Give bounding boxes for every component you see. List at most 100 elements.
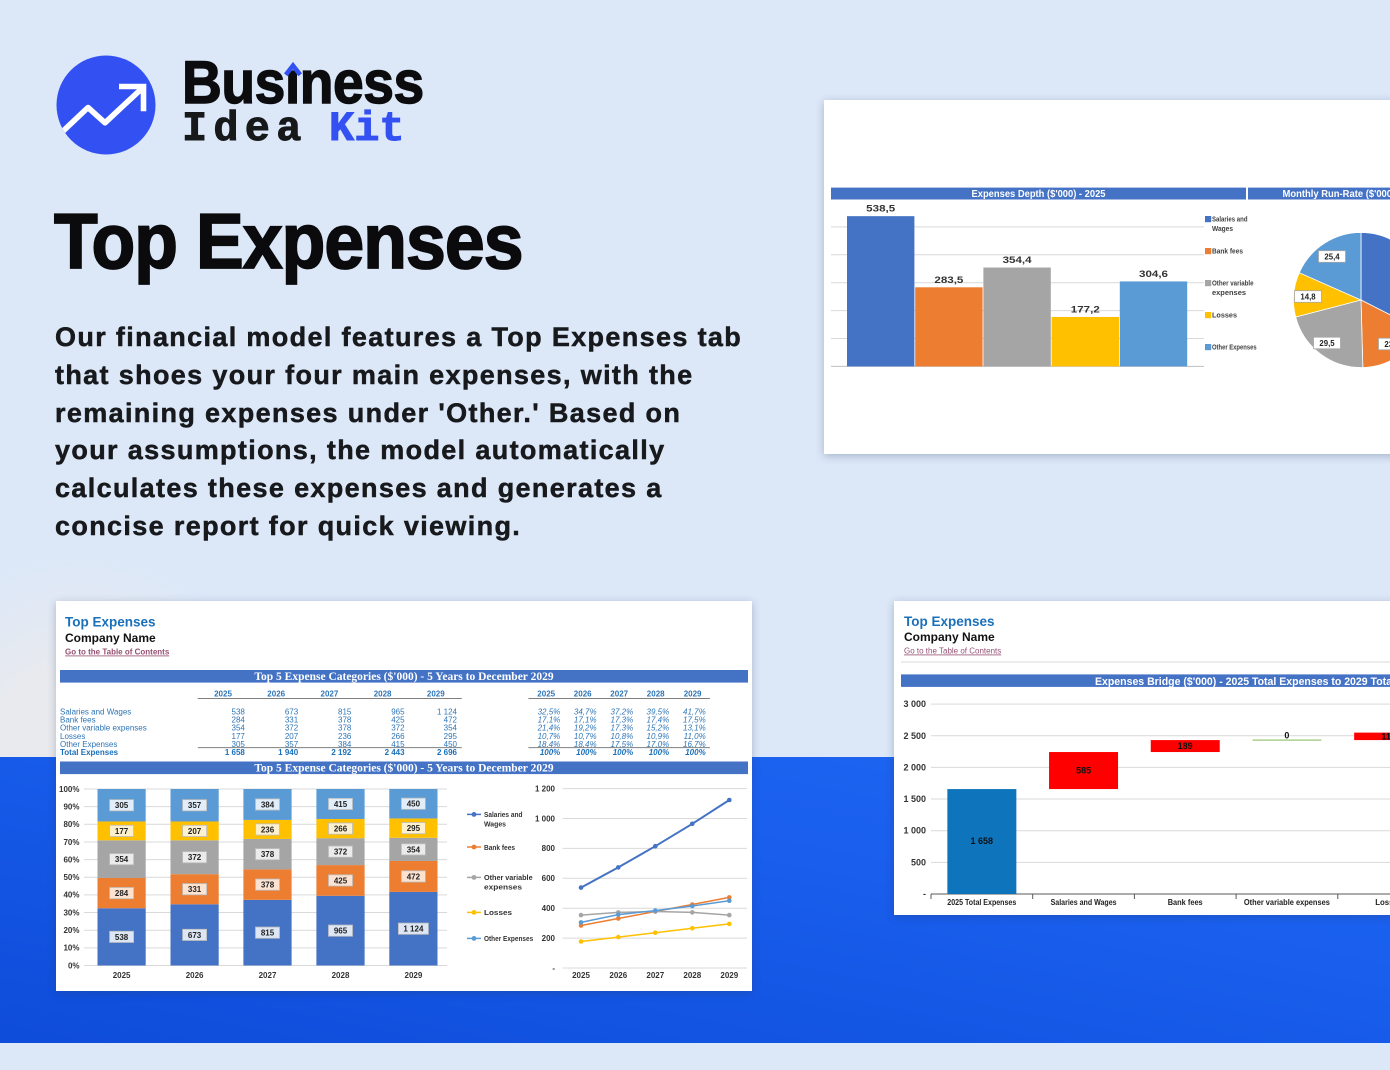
svg-text:60%: 60% [63, 855, 79, 864]
svg-text:Wages: Wages [1212, 224, 1233, 233]
svg-text:Expenses Bridge ($'000) - 2025: Expenses Bridge ($'000) - 2025 Total Exp… [1095, 676, 1390, 688]
svg-text:2025: 2025 [214, 689, 232, 698]
svg-text:Salaries and: Salaries and [1212, 215, 1248, 224]
svg-text:305: 305 [115, 801, 129, 810]
svg-text:Losses: Losses [484, 908, 512, 917]
svg-text:2 192: 2 192 [331, 748, 352, 757]
svg-text:Other variable: Other variable [1212, 279, 1254, 288]
svg-text:177: 177 [115, 827, 129, 836]
svg-text:2 000: 2 000 [903, 762, 926, 772]
svg-text:2026: 2026 [267, 689, 285, 698]
svg-text:354: 354 [115, 855, 129, 864]
svg-text:70%: 70% [63, 838, 79, 847]
svg-text:Losses: Losses [1375, 897, 1390, 907]
svg-text:Top 5 Expense Categories ($'00: Top 5 Expense Categories ($'000) - 5 Yea… [254, 762, 553, 775]
svg-text:357: 357 [188, 801, 202, 810]
svg-text:2028: 2028 [374, 689, 392, 698]
svg-text:2027: 2027 [259, 971, 277, 980]
svg-text:100%: 100% [685, 748, 705, 757]
svg-text:2029: 2029 [405, 971, 423, 980]
svg-text:Bank fees: Bank fees [484, 843, 515, 852]
svg-text:965: 965 [334, 927, 348, 936]
svg-text:Total Expenses: Total Expenses [60, 748, 119, 757]
svg-text:372: 372 [334, 848, 348, 857]
svg-text:354,4: 354,4 [1003, 255, 1033, 266]
svg-text:Company Name: Company Name [904, 630, 995, 644]
svg-text:378: 378 [261, 850, 275, 859]
svg-text:800: 800 [542, 844, 556, 853]
svg-text:2025: 2025 [113, 971, 131, 980]
svg-text:450: 450 [407, 800, 421, 809]
svg-text:Company Name: Company Name [65, 631, 156, 645]
svg-text:-: - [923, 889, 926, 899]
svg-text:expenses: expenses [1212, 288, 1246, 297]
svg-text:Expenses Depth ($'000) - 2025: Expenses Depth ($'000) - 2025 [972, 189, 1106, 200]
svg-text:2026: 2026 [609, 971, 627, 980]
svg-text:90%: 90% [63, 803, 79, 812]
svg-text:400: 400 [542, 904, 556, 913]
svg-text:0: 0 [1284, 730, 1289, 740]
svg-text:2028: 2028 [332, 971, 350, 980]
svg-text:415: 415 [334, 800, 348, 809]
svg-text:673: 673 [188, 931, 202, 940]
svg-text:100%: 100% [613, 748, 633, 757]
svg-text:Go to the Table of Contents: Go to the Table of Contents [904, 647, 1001, 656]
svg-text:236: 236 [261, 825, 275, 834]
svg-text:2029: 2029 [684, 689, 702, 698]
svg-text:expenses: expenses [484, 883, 522, 892]
svg-text:0%: 0% [68, 961, 80, 970]
svg-text:Top Expenses: Top Expenses [65, 615, 156, 630]
svg-text:Monthly Run-Rate ($'000) - 202: Monthly Run-Rate ($'000) - 2025 [1283, 189, 1390, 200]
svg-text:Top 5 Expense Categories ($'00: Top 5 Expense Categories ($'000) - 5 Yea… [254, 670, 553, 683]
svg-text:100%: 100% [59, 785, 79, 794]
svg-text:Other variable: Other variable [484, 873, 533, 882]
svg-text:25,4: 25,4 [1324, 252, 1340, 261]
svg-text:Losses: Losses [1212, 311, 1237, 320]
svg-text:2026: 2026 [574, 689, 592, 698]
svg-text:425: 425 [334, 876, 348, 885]
svg-text:189: 189 [1178, 741, 1193, 751]
svg-text:50%: 50% [63, 873, 79, 882]
svg-text:-: - [552, 964, 555, 973]
svg-text:331: 331 [188, 885, 202, 894]
svg-text:2025: 2025 [537, 689, 555, 698]
svg-text:600: 600 [542, 874, 556, 883]
svg-text:100%: 100% [576, 748, 596, 757]
svg-text:177,2: 177,2 [1071, 305, 1100, 316]
svg-text:1 500: 1 500 [903, 794, 926, 804]
svg-text:2027: 2027 [321, 689, 339, 698]
svg-text:384: 384 [261, 800, 275, 809]
svg-text:80%: 80% [63, 820, 79, 829]
svg-text:2027: 2027 [646, 971, 664, 980]
svg-text:207: 207 [188, 827, 202, 836]
svg-text:354: 354 [407, 845, 421, 854]
svg-text:538: 538 [115, 933, 129, 942]
svg-text:Other Expenses: Other Expenses [484, 934, 533, 943]
svg-text:304,6: 304,6 [1139, 269, 1168, 280]
svg-text:1 000: 1 000 [903, 826, 926, 836]
svg-text:20%: 20% [63, 926, 79, 935]
svg-text:29,5: 29,5 [1319, 339, 1335, 348]
svg-text:500: 500 [911, 857, 926, 867]
svg-text:2028: 2028 [683, 971, 701, 980]
svg-text:3 000: 3 000 [903, 699, 926, 709]
svg-text:538,5: 538,5 [866, 204, 896, 215]
svg-text:284: 284 [115, 889, 129, 898]
svg-text:14,8: 14,8 [1300, 292, 1316, 301]
svg-text:10%: 10% [63, 944, 79, 953]
svg-text:1 658: 1 658 [225, 748, 246, 757]
svg-text:Top Expenses: Top Expenses [904, 614, 995, 629]
svg-text:2029: 2029 [720, 971, 738, 980]
svg-text:585: 585 [1076, 766, 1091, 776]
svg-text:118: 118 [1381, 731, 1390, 741]
svg-text:Salaries and Wages: Salaries and Wages [1051, 897, 1117, 907]
svg-text:815: 815 [261, 929, 275, 938]
svg-text:Bank fees: Bank fees [1168, 897, 1203, 907]
svg-text:100%: 100% [649, 748, 669, 757]
svg-text:295: 295 [407, 824, 421, 833]
svg-text:Other Expenses: Other Expenses [1212, 343, 1257, 352]
svg-text:1 940: 1 940 [278, 748, 299, 757]
svg-text:283,5: 283,5 [934, 275, 964, 286]
svg-text:2028: 2028 [647, 689, 665, 698]
svg-text:Wages: Wages [484, 820, 506, 829]
